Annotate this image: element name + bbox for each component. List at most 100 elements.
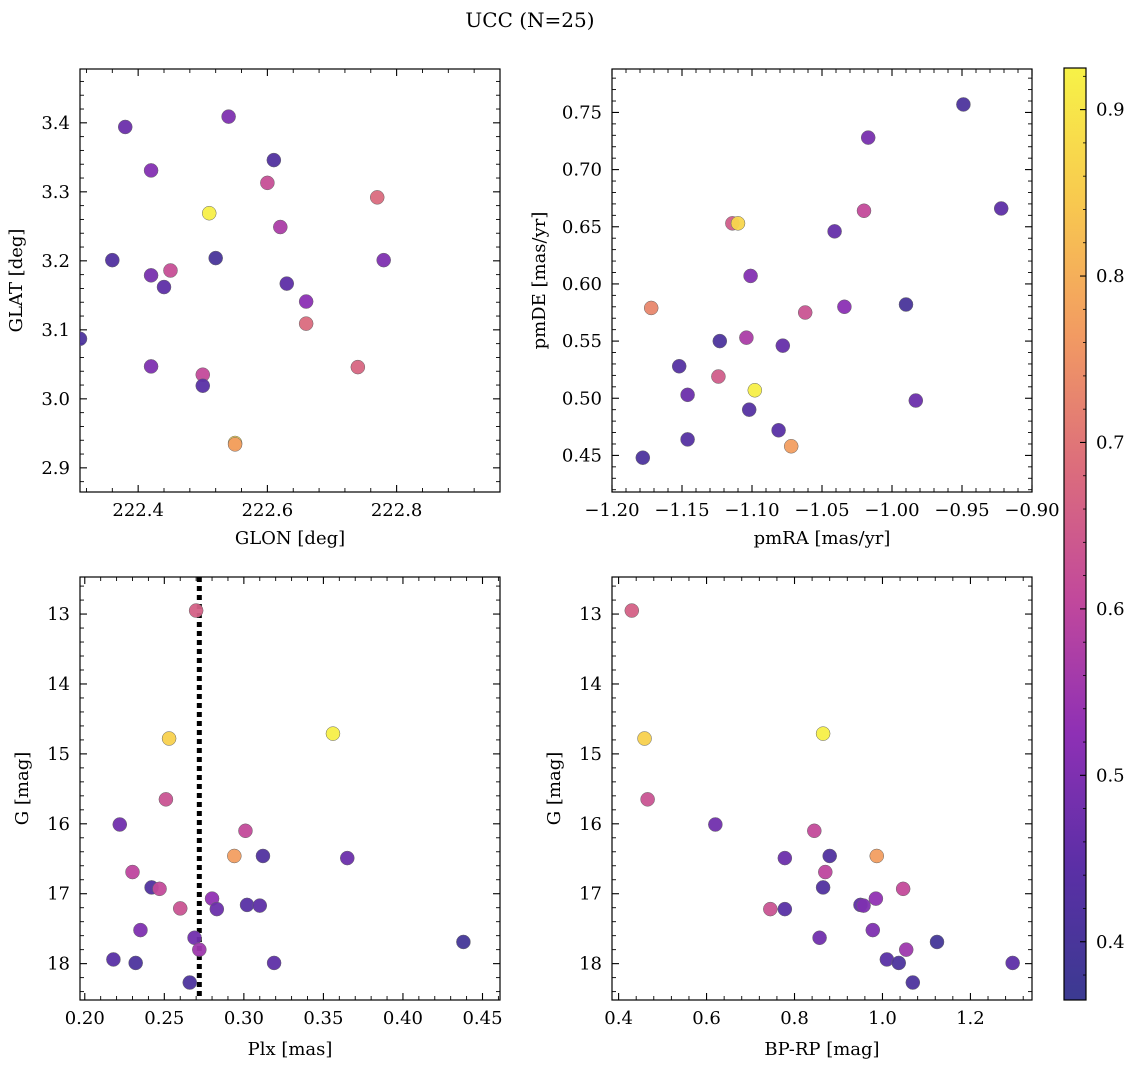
x-tick-label: −1.05: [794, 500, 849, 521]
scatter-point: [369, 190, 385, 205]
scatter-point: [239, 897, 255, 913]
scatter-point: [812, 930, 827, 946]
data-points: [624, 603, 1020, 990]
scatter-point: [730, 216, 746, 231]
scatter-point: [1005, 955, 1020, 971]
data-points: [106, 603, 471, 990]
scatter-point: [143, 359, 159, 374]
scatter-point: [905, 975, 921, 990]
y-tick-label: 2.9: [41, 458, 70, 479]
scatter-point: [143, 163, 159, 178]
scatter-point: [637, 731, 652, 746]
x-tick-label: 0.4: [604, 1008, 633, 1029]
y-tick-label: 3.2: [41, 251, 70, 272]
y-tick-label: 0.55: [562, 331, 602, 352]
scatter-point: [898, 942, 914, 957]
colorbar-tick-label: 0.7: [1096, 432, 1125, 453]
panel-pmra-pmde: pmRA [mas/yr] pmDE [mas/yr] −1.20 −1.15 −1…: [529, 68, 1060, 549]
panel-glon-glat: GLON [deg] GLAT [deg] 222.4 222.6 222.8 2.9…: [6, 68, 501, 549]
scatter-point: [640, 792, 655, 807]
data-points: [80, 109, 391, 452]
x-tick-label: −1.15: [654, 500, 709, 521]
scatter-point: [188, 603, 204, 618]
scatter-point: [125, 864, 140, 880]
y-tick-label: 15: [47, 744, 70, 765]
scatter-point: [273, 219, 288, 235]
scatter-point: [743, 268, 758, 284]
y-tick-label: 17: [47, 884, 70, 905]
y-tick-label: 16: [47, 814, 70, 835]
scatter-point: [680, 432, 695, 447]
y-tick-label: 18: [579, 954, 602, 975]
scatter-point: [238, 823, 253, 839]
x-tick-label: −1.00: [864, 500, 919, 521]
x-tick-label: 0.30: [224, 1008, 264, 1029]
scatter-point: [771, 423, 786, 438]
scatter-point: [340, 850, 355, 866]
x-tick-label: 0.35: [303, 1008, 343, 1029]
scatter-point: [865, 922, 881, 938]
axis-ticks: 0.4 0.6 0.8 1.0 1.2 13 14 15 16 17 18: [579, 577, 1032, 1029]
figure-title: UCC (N=25): [465, 8, 594, 32]
scatter-point: [747, 383, 763, 398]
x-tick-label: −1.20: [584, 500, 639, 521]
scatter-point: [739, 330, 754, 345]
colorbar: 0.4 0.5 0.6 0.7 0.8 0.9: [1063, 67, 1125, 1001]
y-tick-label: 0.65: [562, 217, 602, 238]
scatter-point: [298, 316, 314, 331]
panel-plx-g: Plx [mas] G [mag] 0.20 0.25 0.30 0.35 0.40 0.…: [12, 576, 503, 1060]
x-tick-label: 222.8: [371, 500, 423, 521]
scatter-point: [856, 203, 872, 219]
scatter-point: [891, 955, 906, 971]
y-tick-label: 16: [579, 814, 602, 835]
scatter-point: [117, 119, 133, 135]
axis-ticks: −1.20 −1.15 −1.10 −1.05 −1.00 −0.95 −0.90 0.45 0…: [562, 69, 1060, 521]
scatter-point: [255, 848, 271, 864]
y-axis-label: pmDE [mas/yr]: [529, 212, 550, 350]
scatter-point: [807, 823, 822, 839]
x-tick-label: 1.0: [868, 1008, 897, 1029]
scatter-point: [156, 279, 172, 295]
y-tick-label: 17: [579, 884, 602, 905]
scatter-point: [763, 901, 778, 917]
x-tick-label: −1.10: [724, 500, 779, 521]
y-tick-label: 0.45: [562, 445, 602, 466]
scatter-point: [868, 891, 884, 906]
scatter-point: [195, 378, 211, 393]
scatter-point: [777, 850, 793, 866]
x-tick-label: −0.95: [934, 500, 989, 521]
scatter-point: [192, 942, 207, 957]
data-points: [635, 97, 1009, 465]
y-tick-label: 13: [579, 604, 602, 625]
plot-area: [79, 576, 501, 1001]
x-tick-label: 222.6: [242, 500, 294, 521]
plot-area: [611, 576, 1033, 1001]
y-tick-label: 3.3: [41, 182, 70, 203]
scatter-point: [711, 369, 726, 384]
scatter-point: [895, 881, 911, 897]
x-axis-label: GLON [deg]: [235, 528, 345, 549]
axis-ticks: 0.20 0.25 0.30 0.35 0.40 0.45 13 14 15 16 17 18: [47, 577, 503, 1029]
scatter-point: [105, 252, 120, 268]
scatter-point: [712, 333, 728, 349]
x-tick-label: 0.40: [383, 1008, 423, 1029]
x-tick-label: 0.20: [65, 1008, 105, 1029]
scatter-point: [163, 263, 178, 278]
scatter-point: [112, 817, 128, 832]
scatter-point: [708, 817, 723, 832]
scatter-point: [152, 881, 167, 897]
scatter-point: [325, 726, 341, 741]
scatter-point: [201, 205, 217, 221]
scatter-point: [143, 268, 159, 283]
scatter-point: [898, 297, 914, 312]
scatter-point: [221, 109, 236, 124]
x-tick-label: 1.2: [956, 1008, 985, 1029]
y-tick-label: 0.50: [562, 388, 602, 409]
scatter-point: [208, 250, 223, 266]
scatter-point: [133, 922, 148, 938]
x-tick-label: 0.25: [144, 1008, 184, 1029]
y-tick-label: 0.70: [562, 160, 602, 181]
scatter-point: [869, 848, 885, 864]
scatter-point: [376, 252, 391, 268]
